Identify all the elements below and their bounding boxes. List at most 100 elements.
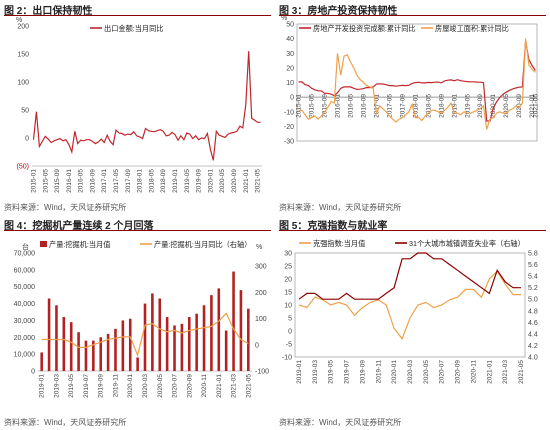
x-tick-label: 2020-11 <box>470 360 477 384</box>
bar <box>232 271 235 371</box>
legend-label: 31个大城市城镇调查失业率（右轴） <box>409 239 525 248</box>
x-tick-label: 2019-11 <box>112 374 119 398</box>
series-line <box>298 252 521 300</box>
y2-tick-label: 5.4 <box>528 274 538 281</box>
x-tick-label: 2016-05 <box>78 169 85 193</box>
x-tick-label: 2019-03 <box>53 374 60 398</box>
bar <box>195 313 198 371</box>
y-tick-label: (50) <box>17 164 29 171</box>
bar <box>69 322 73 371</box>
x-tick-label: 2021-01 <box>529 94 536 118</box>
x-tick-label: 2017-01 <box>373 94 380 118</box>
x-tick-label: 2021-05 <box>245 374 252 398</box>
panel-title: 图 5：克强指数与就业率 <box>279 217 546 232</box>
y-tick-label: -10 <box>282 355 292 362</box>
bar <box>210 295 213 371</box>
chart-realestate: -30 -20 -10 0 10 20 30 40 50% 2015-01 2015-05 2015-… <box>281 16 539 146</box>
x-tick-label: 2019-07 <box>344 360 351 384</box>
bar <box>62 317 66 371</box>
bar <box>187 317 191 371</box>
title-rule <box>4 15 271 16</box>
panel-export: 图 2：出口保持韧性 (50) 0 50 100 150 200% 2015-01 2015-… <box>0 0 275 215</box>
y2-tick-label: 4.8 <box>528 308 538 315</box>
x-tick-label: 2021-03 <box>502 360 509 384</box>
figure-number: 图 4： <box>4 221 33 232</box>
x-tick-label: 2018-05 <box>425 94 432 118</box>
x-tick-label: 2020-07 <box>172 374 179 398</box>
chart-excavator: 0 10,000 20,000 30,000 40,000 50,000 60,000 70,… <box>14 240 270 398</box>
series-line <box>298 40 536 122</box>
panel-keqiang: 图 5：克强指数与就业率 -10 -5 0 5 10 15 20 25 30 4.0 4.2 4.4 4… <box>275 215 550 430</box>
x-tick-label: 2016-01 <box>335 94 342 118</box>
y-tick-label: 0 <box>288 329 292 336</box>
x-tick-label: 2016-01 <box>66 169 73 193</box>
x-tick-label: 2015-09 <box>54 169 61 193</box>
x-tick-label: 2019-01 <box>451 94 458 118</box>
legend-label: 房地产开发投资完成额:累计同比 <box>313 24 416 33</box>
y-tick-label: 10,000 <box>14 352 36 359</box>
bar <box>217 288 221 371</box>
x-tick-label: 2017-09 <box>399 94 406 118</box>
x-tick-label: 2018-05 <box>148 169 155 193</box>
x-tick-label: 2020-09 <box>516 94 523 118</box>
x-tick-label: 2015-05 <box>309 94 316 118</box>
x-tick-label: 2020-11 <box>201 374 208 398</box>
figure-number: 图 2： <box>4 6 33 17</box>
bar <box>55 305 58 371</box>
x-tick-label: 2021-05 <box>255 169 262 193</box>
y2-tick-label: 4.0 <box>528 355 538 362</box>
y-tick-label: -30 <box>284 139 294 146</box>
y-tick-label: 20,000 <box>14 335 36 342</box>
x-tick-label: 2020-03 <box>142 374 149 398</box>
x-tick-label: 2020-09 <box>231 169 238 193</box>
x-tick-label: 2019-05 <box>328 360 335 384</box>
title-rule <box>279 230 546 231</box>
x-tick-label: 2019-01 <box>172 169 179 193</box>
y-tick-label: 100 <box>17 80 29 87</box>
bar <box>151 293 154 371</box>
series-line <box>32 51 261 161</box>
y2-tick-label: 0 <box>255 342 259 349</box>
legend-swatch <box>40 241 47 247</box>
figure-title: 房地产投资保持韧性 <box>307 6 398 17</box>
bar <box>77 332 80 371</box>
x-tick-label: 2019-01 <box>39 374 46 398</box>
bar <box>165 317 169 371</box>
legend-label: 出口金额:当月同比 <box>104 24 164 33</box>
y-tick-label: 0 <box>290 95 294 102</box>
x-tick-label: 2020-05 <box>423 360 430 384</box>
y2-tick-label: 4.2 <box>528 343 538 350</box>
x-tick-label: 2019-09 <box>359 360 366 384</box>
x-tick-label: 2021-05 <box>532 94 539 118</box>
x-tick-label: 2021-01 <box>216 374 223 398</box>
bar <box>136 357 139 371</box>
y-tick-label: 40 <box>286 36 294 43</box>
y-tick-label: 0 <box>25 136 29 143</box>
bar <box>47 298 51 371</box>
bar <box>84 340 88 371</box>
bar <box>202 305 206 371</box>
x-tick-label: 2015-09 <box>322 94 329 118</box>
panel-title: 图 4：挖掘机产量连续 2 个月回落 <box>4 217 271 232</box>
x-tick-label: 2021-05 <box>518 360 525 384</box>
x-tick-label: 2020-05 <box>219 169 226 193</box>
y-tick-label: 30 <box>286 51 294 58</box>
x-tick-label: 2019-09 <box>477 94 484 118</box>
y-tick-label: 70,000 <box>14 251 36 258</box>
legend-label: 克强指数:当月值 <box>313 239 365 248</box>
y-tick-label: 150 <box>17 52 29 59</box>
source-note: 资料来源：Wind，天风证券研究所 <box>279 203 402 212</box>
x-tick-label: 2015-01 <box>296 94 303 118</box>
y2-tick-label: 5.8 <box>528 251 538 258</box>
x-tick-label: 2020-03 <box>407 360 414 384</box>
y-tick-label: 30 <box>284 251 292 258</box>
y-tick-label: 50 <box>286 22 294 29</box>
y2-unit-label: % <box>256 244 262 251</box>
chart-keqiang: -10 -5 0 5 10 15 20 25 30 4.0 4.2 4.4 4.6 4.8 5.0 5.2 5.… <box>282 239 538 384</box>
bar <box>239 290 243 371</box>
figure-number: 图 3： <box>279 6 308 17</box>
y-tick-label: 50 <box>21 108 29 115</box>
y-tick-label: 60,000 <box>14 267 36 274</box>
bar <box>114 328 117 371</box>
bar <box>128 318 132 371</box>
